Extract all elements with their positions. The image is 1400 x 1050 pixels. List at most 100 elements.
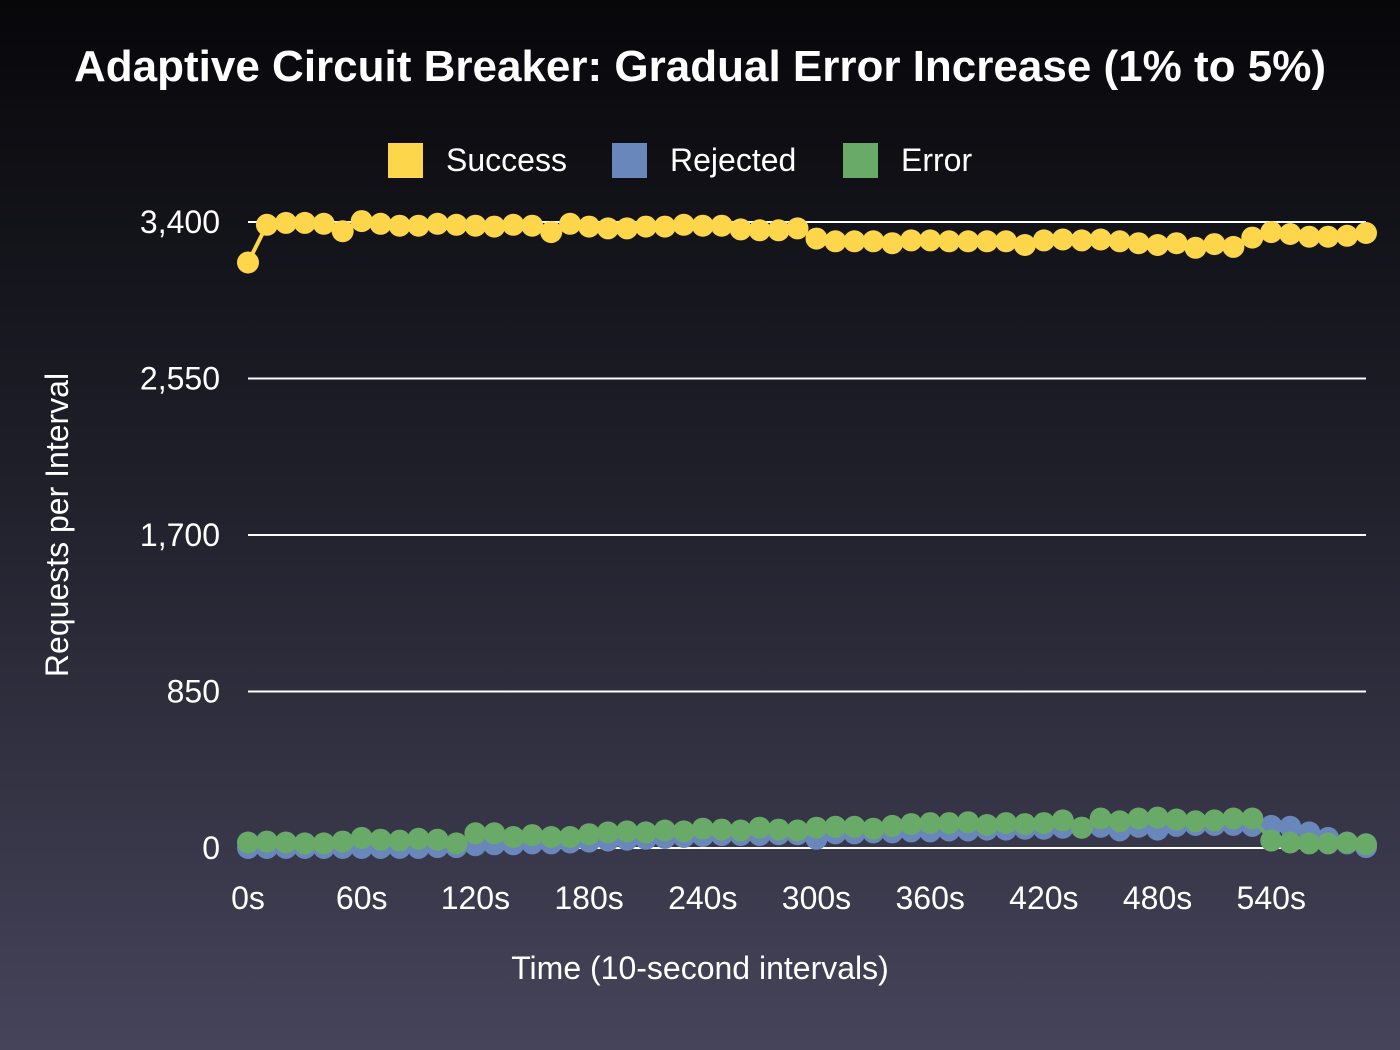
data-point-success-15[interactable] (521, 214, 544, 237)
data-point-success-26[interactable] (729, 218, 752, 241)
data-point-error-44[interactable] (1070, 816, 1093, 839)
data-point-success-57[interactable] (1317, 225, 1340, 248)
data-point-error-31[interactable] (824, 815, 847, 838)
data-point-error-54[interactable] (1260, 829, 1283, 852)
data-point-success-55[interactable] (1279, 223, 1302, 245)
data-point-success-52[interactable] (1222, 235, 1245, 258)
data-point-error-40[interactable] (995, 812, 1017, 835)
data-point-success-39[interactable] (976, 230, 998, 253)
data-point-success-13[interactable] (483, 215, 506, 238)
data-point-error-8[interactable] (388, 829, 411, 852)
data-point-success-12[interactable] (464, 214, 487, 237)
data-point-success-35[interactable] (900, 229, 923, 252)
data-point-error-57[interactable] (1317, 832, 1340, 855)
data-point-error-50[interactable] (1184, 810, 1207, 833)
data-point-success-18[interactable] (578, 215, 601, 238)
data-point-success-40[interactable] (995, 230, 1017, 253)
data-point-error-5[interactable] (331, 830, 354, 853)
data-point-error-12[interactable] (464, 822, 487, 845)
data-point-error-17[interactable] (559, 826, 582, 848)
data-point-success-44[interactable] (1070, 229, 1093, 252)
data-point-error-19[interactable] (597, 821, 619, 844)
data-point-success-23[interactable] (672, 213, 695, 236)
data-point-success-25[interactable] (710, 214, 733, 237)
data-point-error-34[interactable] (881, 814, 904, 837)
data-point-success-20[interactable] (616, 217, 638, 240)
data-point-success-9[interactable] (407, 214, 430, 237)
data-point-success-46[interactable] (1108, 230, 1131, 253)
data-point-error-30[interactable] (805, 816, 828, 839)
data-point-error-39[interactable] (976, 814, 998, 836)
data-point-success-7[interactable] (369, 212, 392, 235)
data-point-success-16[interactable] (540, 221, 563, 244)
data-point-success-10[interactable] (426, 212, 449, 235)
data-point-success-28[interactable] (767, 219, 790, 242)
data-point-success-34[interactable] (881, 232, 904, 255)
data-point-success-38[interactable] (957, 230, 980, 253)
data-point-error-29[interactable] (786, 819, 809, 842)
data-point-success-29[interactable] (786, 217, 809, 240)
data-point-error-6[interactable] (350, 826, 373, 849)
data-point-rejected-55[interactable] (1279, 815, 1302, 838)
data-point-error-18[interactable] (578, 823, 601, 846)
data-point-success-24[interactable] (691, 214, 714, 237)
data-point-error-36[interactable] (919, 812, 942, 835)
data-point-success-4[interactable] (312, 212, 335, 235)
data-point-success-1[interactable] (255, 213, 278, 236)
data-point-success-32[interactable] (843, 230, 866, 253)
data-point-error-33[interactable] (862, 817, 885, 840)
data-point-error-41[interactable] (1013, 813, 1036, 836)
data-point-success-31[interactable] (824, 230, 847, 253)
data-point-error-20[interactable] (616, 820, 638, 843)
data-point-success-43[interactable] (1051, 228, 1074, 251)
data-point-success-6[interactable] (350, 210, 373, 233)
data-point-success-48[interactable] (1146, 234, 1169, 256)
data-point-success-0[interactable] (237, 251, 259, 274)
data-point-error-21[interactable] (634, 821, 657, 844)
data-point-success-19[interactable] (597, 217, 619, 240)
data-point-success-59[interactable] (1355, 222, 1377, 244)
data-point-success-50[interactable] (1184, 236, 1207, 259)
data-point-error-23[interactable] (672, 820, 695, 843)
data-point-error-46[interactable] (1108, 810, 1131, 833)
data-point-success-45[interactable] (1089, 228, 1112, 251)
data-point-success-11[interactable] (445, 213, 468, 236)
data-point-error-45[interactable] (1089, 807, 1112, 830)
data-point-error-51[interactable] (1203, 809, 1226, 832)
data-point-error-28[interactable] (767, 818, 790, 841)
data-point-error-1[interactable] (255, 830, 278, 853)
data-point-success-33[interactable] (862, 230, 885, 253)
data-point-error-38[interactable] (957, 811, 980, 834)
data-point-error-9[interactable] (407, 827, 430, 850)
data-point-success-58[interactable] (1336, 224, 1359, 247)
data-point-error-10[interactable] (426, 828, 449, 851)
data-point-error-15[interactable] (521, 824, 544, 847)
data-point-error-26[interactable] (729, 819, 752, 842)
data-point-success-5[interactable] (331, 220, 354, 243)
data-point-error-0[interactable] (237, 831, 259, 854)
data-point-success-27[interactable] (748, 219, 771, 242)
data-point-error-2[interactable] (274, 831, 297, 854)
data-point-success-14[interactable] (502, 213, 525, 236)
data-point-success-54[interactable] (1260, 221, 1283, 244)
data-point-error-48[interactable] (1146, 806, 1169, 829)
data-point-error-32[interactable] (843, 815, 866, 838)
data-point-error-59[interactable] (1355, 833, 1377, 856)
data-point-success-30[interactable] (805, 227, 828, 250)
data-point-success-37[interactable] (938, 230, 961, 253)
data-point-success-36[interactable] (919, 229, 942, 252)
data-point-success-21[interactable] (634, 215, 657, 238)
data-point-error-56[interactable] (1298, 832, 1321, 855)
data-point-error-22[interactable] (653, 819, 676, 842)
data-point-error-53[interactable] (1241, 807, 1264, 830)
data-point-error-55[interactable] (1279, 831, 1302, 854)
data-point-error-25[interactable] (710, 818, 733, 841)
data-point-error-35[interactable] (900, 813, 923, 836)
data-point-error-52[interactable] (1222, 807, 1245, 830)
data-point-error-3[interactable] (293, 832, 316, 855)
data-point-error-58[interactable] (1336, 831, 1359, 854)
data-point-error-37[interactable] (938, 812, 961, 835)
data-point-error-47[interactable] (1127, 807, 1150, 830)
data-point-error-14[interactable] (502, 826, 525, 848)
data-point-error-16[interactable] (540, 826, 563, 848)
